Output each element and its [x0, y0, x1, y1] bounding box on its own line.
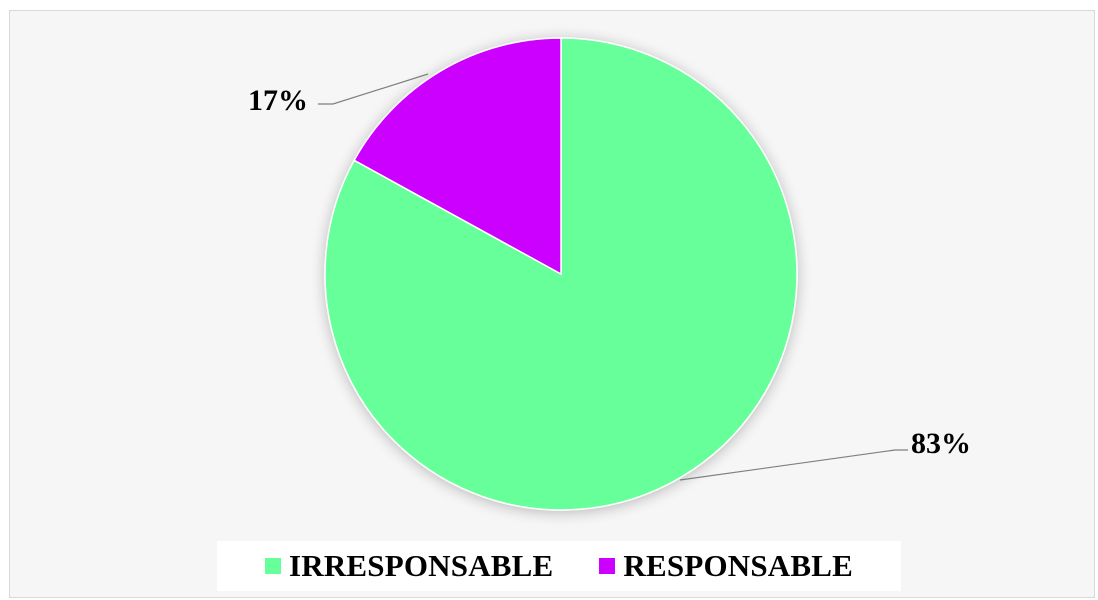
legend-item-irresponsable: IRRESPONSABLE	[264, 548, 554, 584]
legend-label-responsable: RESPONSABLE	[623, 548, 854, 583]
data-label-responsable: 17%	[248, 84, 308, 117]
legend-label-irresponsable: IRRESPONSABLE	[288, 548, 554, 583]
legend-swatch-irresponsable	[264, 558, 281, 574]
data-label-irresponsable: 83%	[911, 427, 971, 460]
leader-line-irresponsable	[679, 449, 908, 481]
pie-slice-responsable	[353, 37, 562, 276]
legend-swatch-responsable	[599, 558, 616, 574]
legend-item-responsable: RESPONSABLE	[599, 548, 853, 584]
legend: IRRESPONSABLE RESPONSABLE	[217, 541, 901, 591]
leader-line-responsable	[318, 73, 429, 105]
